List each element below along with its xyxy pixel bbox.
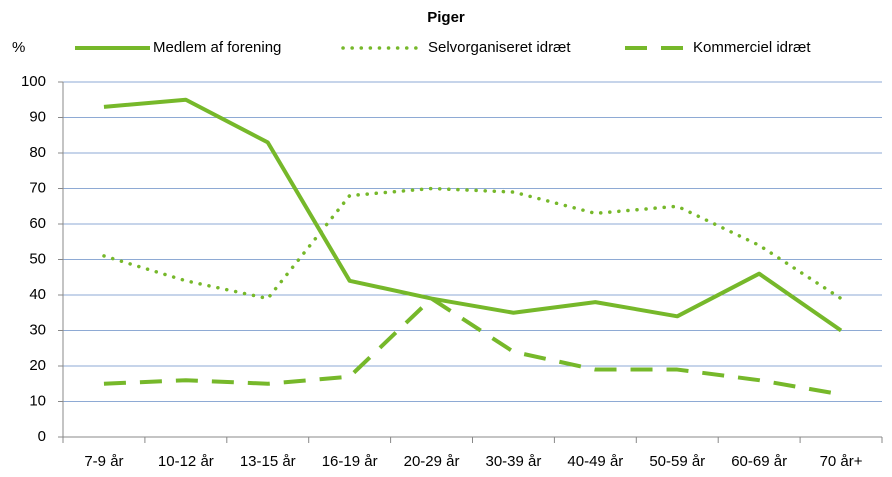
- y-tick-label: 30: [29, 321, 46, 338]
- legend-label: Selvorganiseret idræt: [428, 39, 571, 56]
- y-tick-label: 50: [29, 250, 46, 267]
- y-tick-label: 10: [29, 392, 46, 409]
- y-tick-label: 60: [29, 215, 46, 232]
- y-tick-label: 90: [29, 108, 46, 125]
- x-tick-label: 10-12 år: [158, 453, 214, 470]
- x-tick-label: 60-69 år: [731, 453, 787, 470]
- line-series: [103, 97, 843, 333]
- x-tick-label: 7-9 år: [84, 453, 123, 470]
- line-series: [102, 186, 843, 301]
- line-series: [103, 296, 842, 397]
- x-tick-label: 70 år+: [820, 453, 863, 470]
- y-axis-label: %: [12, 39, 25, 56]
- x-tick-label: 20-29 år: [404, 453, 460, 470]
- y-tick-label: 80: [29, 144, 46, 161]
- x-tick-label: 40-49 år: [567, 453, 623, 470]
- legend-label: Kommerciel idræt: [693, 39, 811, 56]
- x-tick-label: 30-39 år: [486, 453, 542, 470]
- x-tick-label: 16-19 år: [322, 453, 378, 470]
- y-tick-label: 100: [21, 73, 46, 90]
- y-tick-label: 0: [38, 428, 46, 445]
- x-tick-label: 50-59 år: [649, 453, 705, 470]
- y-tick-label: 20: [29, 357, 46, 374]
- chart-title: Piger: [427, 9, 465, 26]
- x-tick-label: 13-15 år: [240, 453, 296, 470]
- legend-label: Medlem af forening: [153, 39, 281, 56]
- y-tick-label: 70: [29, 179, 46, 196]
- y-tick-label: 40: [29, 286, 46, 303]
